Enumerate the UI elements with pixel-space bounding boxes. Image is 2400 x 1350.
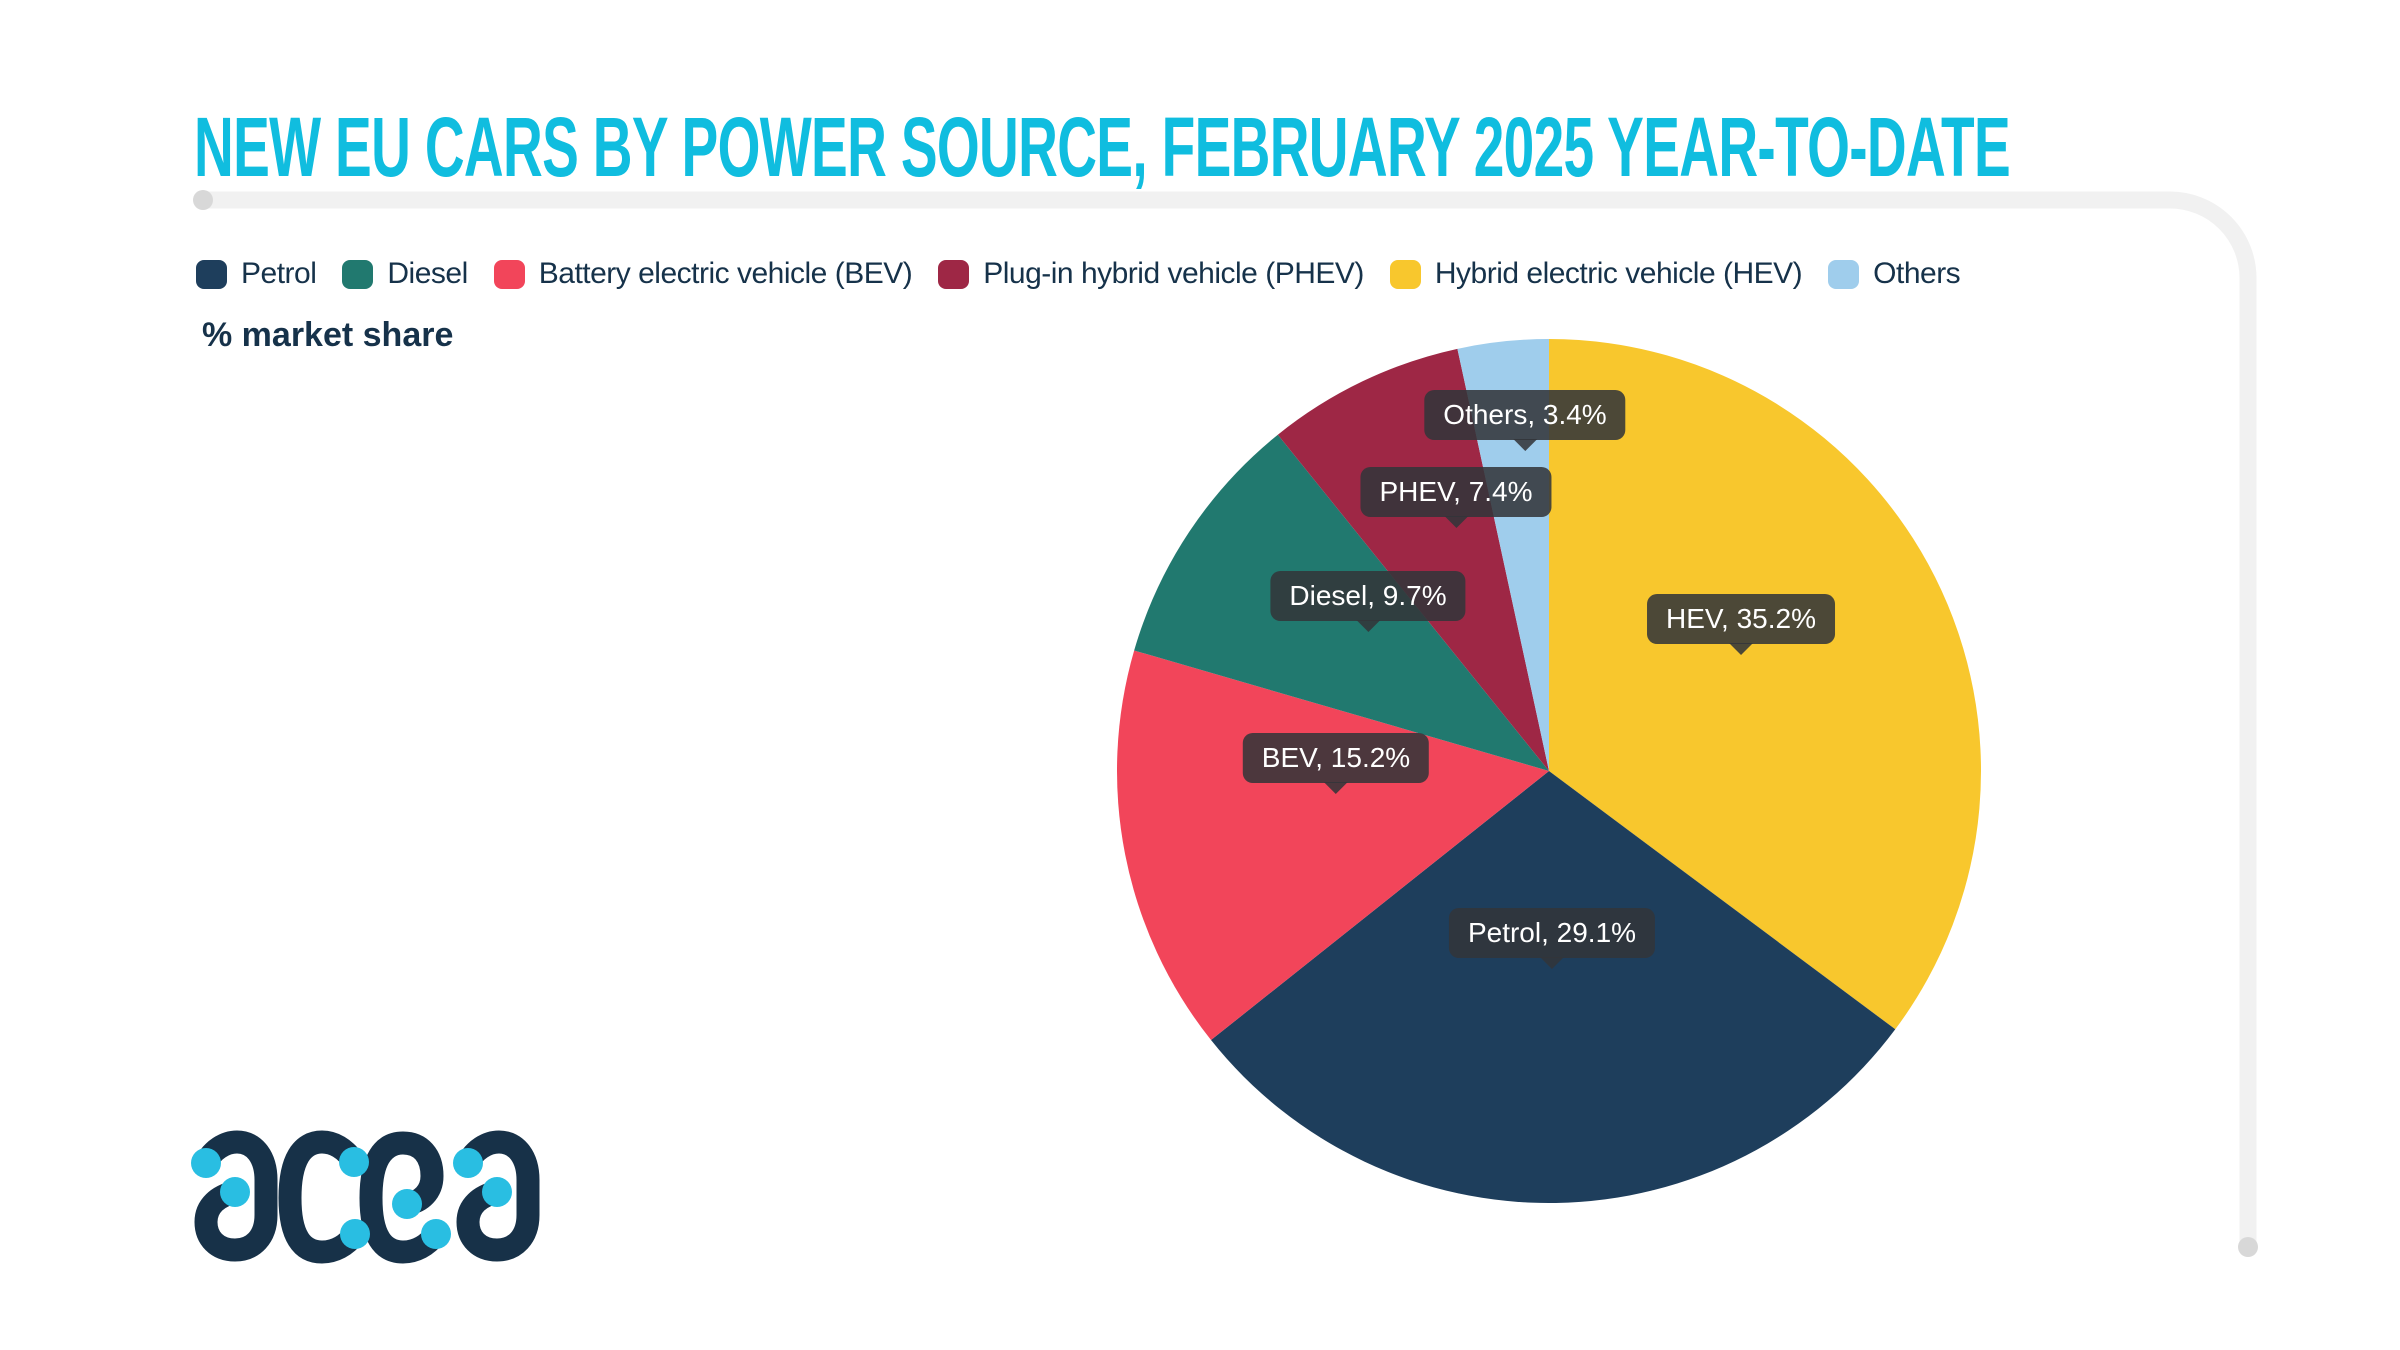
legend-item-phev: Plug-in hybrid vehicle (PHEV) xyxy=(938,257,1364,291)
legend-swatch-hev xyxy=(1389,259,1421,289)
frame-line-end-cap xyxy=(2238,1237,2258,1257)
legend-label: Others xyxy=(1873,257,1961,290)
callout-diesel: Diesel, 9.7% xyxy=(1270,571,1466,621)
logo-letter-a1 xyxy=(194,1130,278,1262)
legend-item-bev: Battery electric vehicle (BEV) xyxy=(493,257,913,291)
legend-label: Hybrid electric vehicle (HEV) xyxy=(1434,257,1803,290)
legend-swatch-diesel xyxy=(342,259,374,289)
legend-label: Petrol xyxy=(241,257,317,290)
logo-letter-c xyxy=(278,1130,367,1264)
logo-letter-a2 xyxy=(456,1130,540,1262)
legend-label: Diesel xyxy=(387,257,468,290)
legend-swatch-bev xyxy=(493,259,525,289)
logo-letter-e xyxy=(359,1131,448,1264)
pie-slice-bev xyxy=(1117,650,1549,1041)
legend-item-hev: Hybrid electric vehicle (HEV) xyxy=(1389,257,1803,291)
page-title: NEW EU CARS BY POWER SOURCE, FEBRUARY 20… xyxy=(194,100,2010,194)
legend-item-diesel: Diesel xyxy=(342,257,468,291)
pie-slice-petrol xyxy=(1211,771,1896,1203)
callout-bev: BEV, 15.2% xyxy=(1242,733,1430,783)
legend-label: Plug-in hybrid vehicle (PHEV) xyxy=(983,257,1364,290)
legend-swatch-others xyxy=(1828,259,1860,289)
chart-legend: Petrol Diesel Battery electric vehicle (… xyxy=(196,257,1961,291)
legend-swatch-petrol xyxy=(196,259,227,289)
callout-petrol: Petrol, 29.1% xyxy=(1448,908,1656,958)
legend-item-petrol: Petrol xyxy=(196,257,317,291)
frame-line-start-cap xyxy=(193,190,213,210)
callout-phev: PHEV, 7.4% xyxy=(1360,467,1552,517)
legend-item-others: Others xyxy=(1828,257,1961,291)
logo-dots xyxy=(191,1147,512,1249)
frame-line xyxy=(193,190,2258,1257)
callout-hev: HEV, 35.2% xyxy=(1647,594,1835,644)
legend-swatch-phev xyxy=(938,259,970,289)
legend-label: Battery electric vehicle (BEV) xyxy=(538,257,913,290)
callout-others: Others, 3.4% xyxy=(1424,390,1626,440)
axis-unit-label: % market share xyxy=(202,316,454,354)
